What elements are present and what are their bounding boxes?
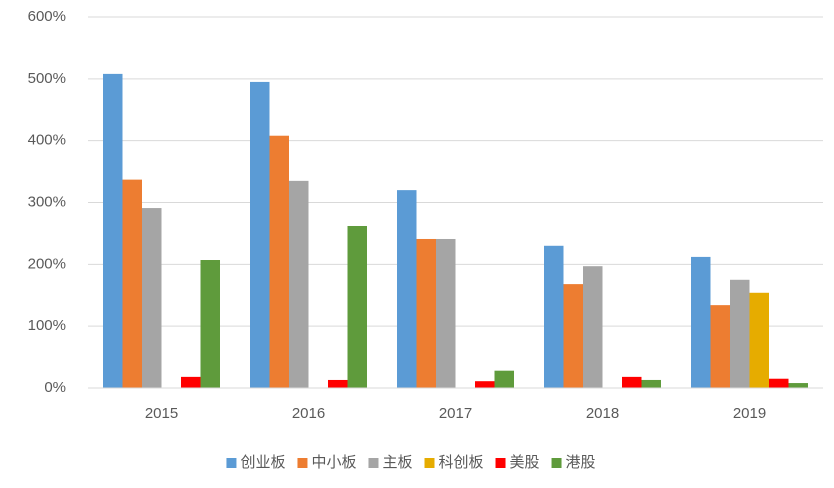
legend-swatch — [551, 458, 562, 468]
bar — [347, 225, 367, 388]
y-tick-label: 600% — [28, 8, 66, 25]
x-tick-label: 2019 — [733, 405, 766, 422]
legend-label: 创业板 — [240, 453, 285, 471]
y-tick-label: 0% — [44, 379, 66, 396]
y-tick-label: 300% — [28, 193, 66, 210]
legend-swatch — [495, 458, 506, 468]
y-tick-label: 100% — [28, 317, 66, 334]
bar — [397, 190, 417, 388]
y-tick-label: 500% — [28, 70, 66, 87]
bar — [622, 376, 642, 388]
legend-swatch — [424, 458, 435, 468]
x-tick-label: 2016 — [292, 405, 325, 422]
legend-swatch — [297, 458, 308, 468]
bar — [788, 383, 808, 388]
x-tick-label: 2017 — [439, 405, 472, 422]
bar — [250, 81, 270, 389]
bar — [269, 135, 289, 388]
bar — [328, 379, 348, 388]
bar — [641, 379, 661, 388]
bar — [103, 73, 123, 389]
legend-label: 港股 — [566, 454, 596, 471]
bar — [181, 376, 201, 388]
legend-label: 中小板 — [311, 453, 356, 471]
bar — [710, 305, 730, 388]
bar — [730, 279, 750, 388]
bar — [769, 378, 789, 388]
bar — [200, 260, 220, 388]
bar — [494, 370, 514, 388]
bar — [122, 179, 142, 388]
bar — [142, 208, 162, 388]
bar — [749, 292, 769, 388]
y-tick-label: 200% — [28, 255, 66, 272]
bar — [544, 245, 564, 388]
bar — [475, 381, 495, 388]
x-tick-label: 2015 — [145, 405, 178, 422]
y-tick-label: 400% — [28, 132, 66, 149]
legend-swatch — [368, 458, 379, 468]
legend-label: 美股 — [510, 454, 540, 471]
x-tick-label: 2018 — [586, 405, 619, 422]
legend-label: 主板 — [382, 453, 412, 471]
bar — [416, 238, 436, 388]
bar — [289, 180, 309, 388]
bar — [563, 284, 583, 388]
legend-swatch — [226, 458, 237, 468]
legend-label: 科创板 — [439, 453, 484, 471]
bar — [583, 266, 603, 388]
bar — [691, 256, 711, 388]
bar — [436, 238, 456, 388]
